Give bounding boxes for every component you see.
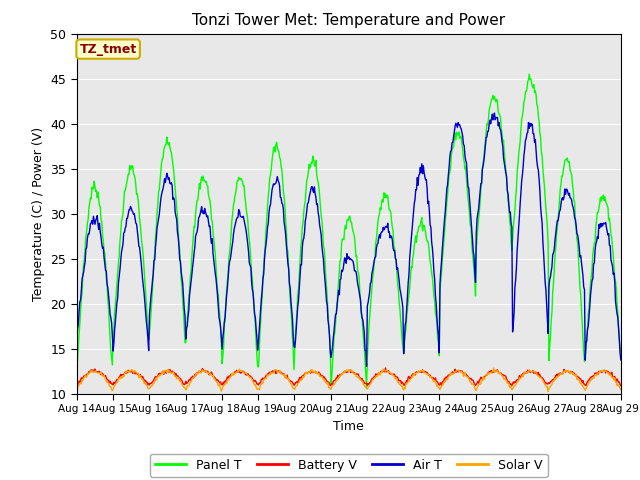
Line: Battery V: Battery V <box>77 368 621 387</box>
Battery V <box>416 369 424 374</box>
Battery V <box>194 370 202 375</box>
Battery V <box>617 383 625 388</box>
Y-axis label: Temperature (C) / Power (V): Temperature (C) / Power (V) <box>32 127 45 300</box>
Legend: Panel T, Battery V, Air T, Solar V: Panel T, Battery V, Air T, Solar V <box>150 454 548 477</box>
Battery V <box>381 365 389 371</box>
Air T <box>223 293 230 299</box>
Solar V <box>83 374 90 380</box>
Solar V <box>194 371 202 377</box>
Air T <box>194 224 202 229</box>
Solar V <box>139 377 147 383</box>
Air T <box>83 245 90 251</box>
Panel T <box>525 72 533 77</box>
Air T <box>73 337 81 343</box>
Panel T <box>73 364 81 370</box>
Line: Air T: Air T <box>77 113 621 366</box>
Battery V <box>139 373 147 379</box>
Solar V <box>545 389 552 395</box>
Air T <box>431 292 439 298</box>
Air T <box>416 171 424 177</box>
Battery V <box>83 372 90 378</box>
Line: Solar V: Solar V <box>77 368 621 392</box>
Panel T <box>223 288 230 293</box>
Solar V <box>73 385 81 391</box>
X-axis label: Time: Time <box>333 420 364 432</box>
Solar V <box>223 381 230 386</box>
Solar V <box>415 369 422 374</box>
Solar V <box>617 386 625 392</box>
Battery V <box>73 384 81 390</box>
Panel T <box>617 351 625 357</box>
Line: Panel T: Panel T <box>77 74 621 387</box>
Air T <box>363 363 371 369</box>
Text: TZ_tmet: TZ_tmet <box>79 43 137 56</box>
Battery V <box>431 375 439 381</box>
Air T <box>491 110 499 116</box>
Panel T <box>83 228 90 234</box>
Solar V <box>490 365 497 371</box>
Panel T <box>416 224 424 229</box>
Panel T <box>363 384 371 390</box>
Panel T <box>139 246 147 252</box>
Title: Tonzi Tower Met: Temperature and Power: Tonzi Tower Met: Temperature and Power <box>192 13 506 28</box>
Air T <box>617 357 625 363</box>
Battery V <box>223 376 230 382</box>
Air T <box>139 277 147 283</box>
Panel T <box>194 197 202 203</box>
Solar V <box>431 377 438 383</box>
Panel T <box>431 311 439 316</box>
